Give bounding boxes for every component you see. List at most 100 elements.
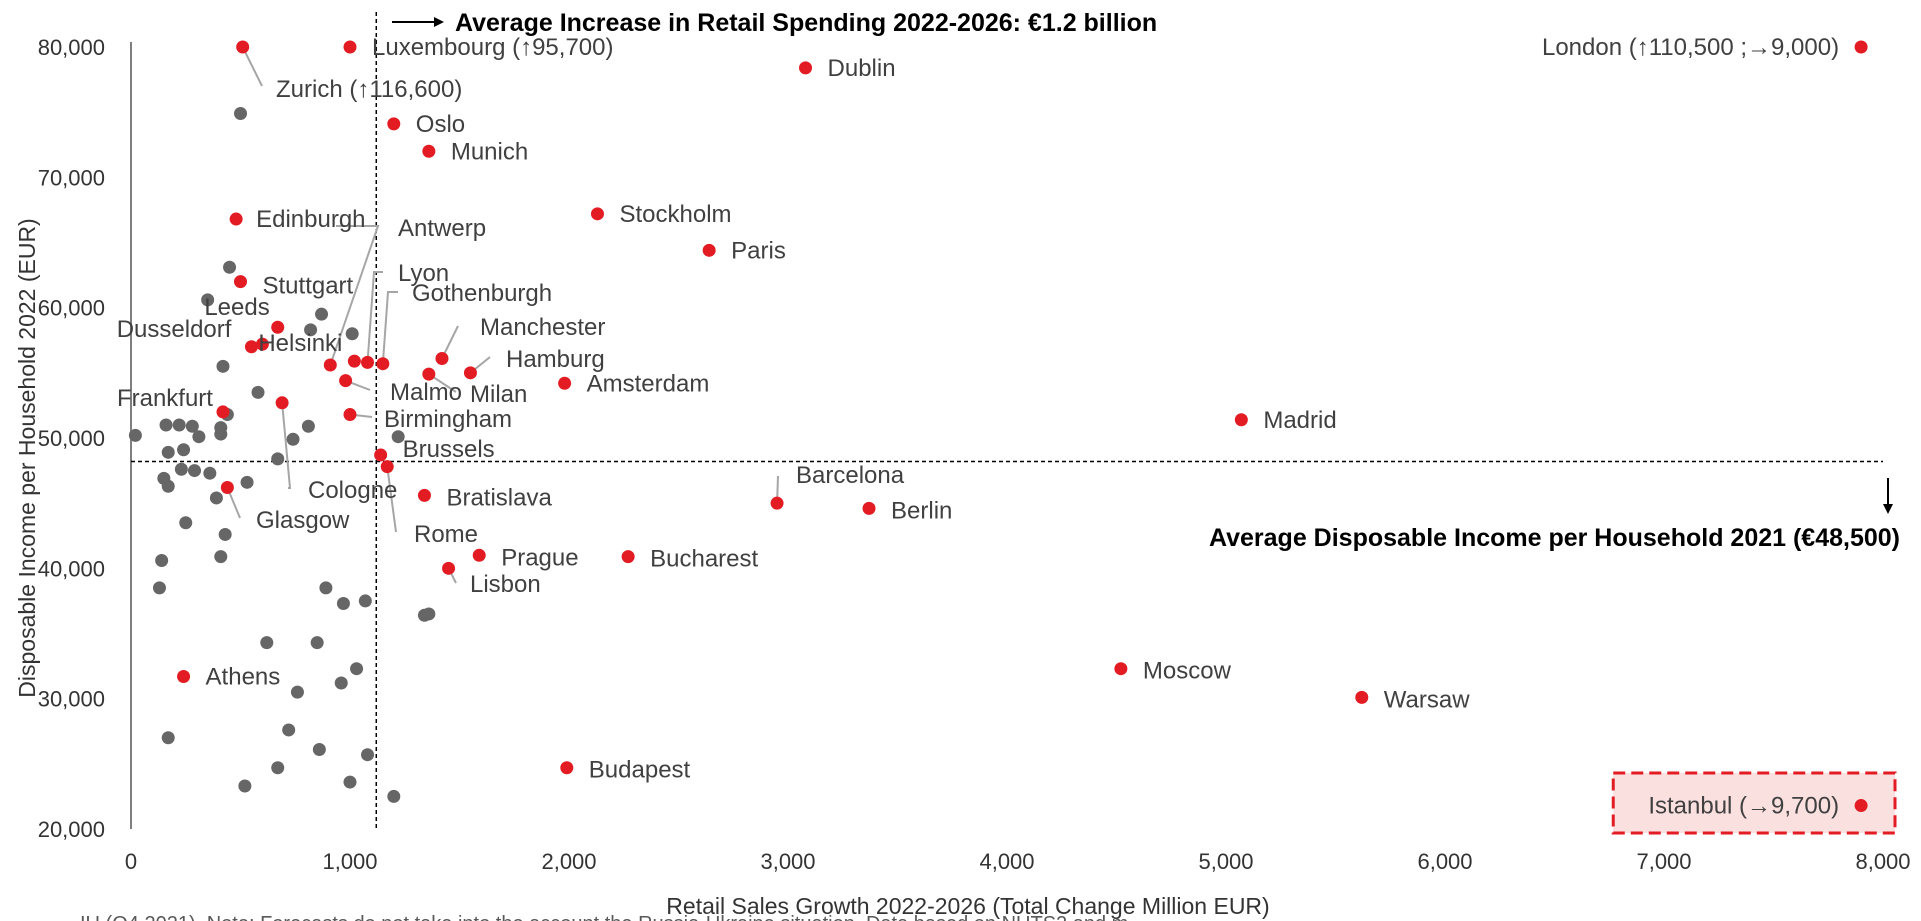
city-point-stockholm: [590, 207, 604, 221]
city-point: [345, 327, 359, 341]
city-label-istanbul: Istanbul (→9,700): [1648, 793, 1839, 820]
city-point: [271, 761, 285, 775]
city-label-moscow: Moscow: [1143, 658, 1232, 685]
city-point-london: [1854, 40, 1868, 54]
city-point-berlin: [862, 501, 876, 515]
y-tick-label: 30,000: [38, 687, 105, 712]
city-point: [201, 293, 215, 307]
y-tick-label: 60,000: [38, 296, 105, 321]
city-point-malmo: [339, 374, 353, 388]
city-point-helsinki: [347, 354, 361, 368]
city-label-dublin: Dublin: [828, 55, 896, 82]
footnote: IU (Q4 2021). Note: Forecasts do not tak…: [80, 913, 1128, 921]
city-point: [161, 731, 175, 745]
city-point: [310, 636, 324, 650]
city-label-stockholm: Stockholm: [619, 201, 731, 228]
city-point: [301, 419, 315, 433]
city-label-oslo: Oslo: [416, 111, 465, 138]
x-tick-label: 4,000: [979, 849, 1034, 874]
city-point-athens: [177, 670, 191, 684]
y-axis-ticks: 20,000 30,000 40,000 50,000 60,000 70,000 80,0…: [38, 35, 105, 842]
city-point: [172, 418, 186, 432]
city-label-stuttgart: Stuttgart: [263, 273, 354, 300]
city-point: [336, 597, 350, 611]
city-point: [188, 464, 202, 478]
city-point: [304, 323, 318, 337]
x-tick-label: 0: [125, 849, 137, 874]
city-label-birmingham: Birmingham: [384, 406, 512, 433]
city-label-edinburgh: Edinburgh: [256, 206, 365, 233]
city-label-helsinki: Helsinki: [258, 330, 342, 357]
city-point: [315, 307, 329, 321]
city-label-hamburg: Hamburg: [506, 346, 605, 373]
city-point: [161, 479, 175, 493]
city-point: [361, 748, 375, 762]
city-point: [343, 775, 357, 789]
city-point: [155, 554, 169, 568]
city-label-lyon: Lyon: [398, 260, 449, 287]
city-point: [174, 462, 188, 476]
city-point: [179, 516, 193, 530]
city-point: [185, 419, 199, 433]
city-label-zurich: Zurich (↑116,600): [276, 76, 462, 103]
city-point-munich: [422, 144, 436, 158]
city-point-amsterdam: [558, 376, 572, 390]
leader-line-antwerp: [329, 225, 380, 366]
reference-lines: Average Increase in Retail Spending 2022…: [131, 9, 1900, 829]
x-tick-label: 1,000: [322, 849, 377, 874]
city-point-leeds: [271, 320, 285, 334]
city-label-berlin: Berlin: [891, 497, 952, 524]
leader-line-lyon: [366, 271, 383, 363]
leader-line-cologne: [281, 402, 292, 489]
city-point-dublin: [799, 61, 813, 75]
city-label-paris: Paris: [731, 237, 786, 264]
city-point: [161, 445, 175, 459]
city-point: [177, 443, 191, 457]
city-point-zurich: [236, 40, 250, 54]
city-label-antwerp: Antwerp: [398, 215, 486, 242]
city-label-rome: Rome: [414, 521, 478, 548]
city-point: [240, 475, 254, 489]
city-point-birmingham: [343, 408, 357, 422]
other-cities-points: [128, 106, 436, 803]
x-axis-title: Retail Sales Growth 2022-2026 (Total Cha…: [666, 893, 1269, 919]
x-tick-label: 2,000: [541, 849, 596, 874]
istanbul-highlight-box-group: [1611, 771, 1897, 835]
x-axis-ticks: 0 1,000 2,000 3,000 4,000 5,000 6,000 7,000 8,00…: [125, 849, 1911, 874]
city-label-brussels: Brussels: [403, 436, 495, 463]
city-point-moscow: [1114, 662, 1128, 676]
x-tick-label: 7,000: [1636, 849, 1691, 874]
city-label-warsaw: Warsaw: [1384, 686, 1470, 713]
x-tick-label: 5,000: [1198, 849, 1253, 874]
city-point: [203, 466, 217, 480]
x-tick-label: 8,000: [1855, 849, 1910, 874]
city-point-edinburgh: [229, 212, 243, 226]
city-point-stuttgart: [234, 275, 247, 289]
city-point: [282, 723, 296, 737]
city-point-luxembourg: [343, 40, 357, 54]
city-point: [159, 418, 173, 432]
city-point-budapest: [560, 761, 574, 775]
city-point: [334, 676, 348, 690]
city-label-athens: Athens: [206, 664, 281, 691]
city-point: [238, 779, 252, 793]
average-spending-annotation: Average Increase in Retail Spending 2022…: [455, 9, 1157, 37]
highlighted-cities-points: [177, 40, 1868, 813]
y-axis-title: Disposable Income per Household 2022 (EU…: [14, 218, 40, 697]
city-label-lisbon: Lisbon: [470, 571, 541, 598]
city-point: [128, 428, 142, 442]
city-label-leeds: Leeds: [204, 294, 269, 321]
city-point: [214, 550, 228, 564]
city-label-cologne: Cologne: [308, 477, 397, 504]
city-label-budapest: Budapest: [589, 757, 691, 784]
city-point: [350, 662, 364, 676]
leader-line-zurich: [241, 46, 263, 87]
city-point: [152, 581, 166, 595]
city-point-rome: [380, 460, 394, 474]
city-label-prague: Prague: [501, 544, 578, 571]
city-point-paris: [702, 243, 716, 257]
city-point-cologne: [275, 396, 289, 410]
city-point: [319, 581, 333, 595]
city-point-brussels: [374, 448, 388, 462]
